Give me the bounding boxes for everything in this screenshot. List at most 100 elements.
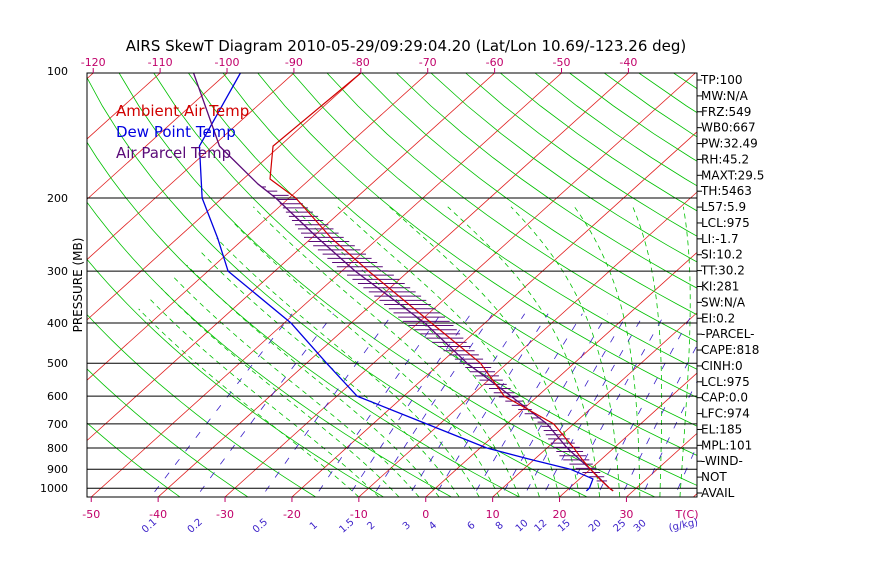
top-temperature-tick-label: -40	[619, 56, 637, 69]
isotherm-line	[87, 73, 362, 321]
dry-adiabat-line	[87, 368, 249, 497]
pressure-tick-label: 400	[47, 317, 68, 330]
bottom-temperature-tick-label: 0	[422, 508, 429, 521]
mixing-ratio-line	[500, 313, 608, 497]
pressure-tick-label: 800	[47, 442, 68, 455]
mixing-ratio-label: 4	[427, 520, 439, 532]
moist-adiabat-line	[200, 251, 460, 497]
index-item: FRZ:549	[701, 105, 751, 119]
mixing-ratio-label: 0.2	[186, 517, 205, 536]
index-item: RH:45.2	[701, 152, 749, 166]
top-temperature-tick-label: -80	[352, 56, 370, 69]
index-item: WB0:667	[701, 121, 756, 135]
plot-frame	[86, 72, 698, 498]
index-item: L57:5.9	[701, 200, 746, 214]
isotherm-line	[558, 372, 697, 497]
dry-adiabat-line	[534, 73, 697, 187]
moist-adiabat-line	[510, 206, 621, 497]
isotherm-line	[425, 251, 697, 497]
moist-adiabat-line	[216, 237, 480, 497]
isotherm-line	[358, 191, 697, 497]
mixing-ratio-line	[523, 313, 628, 497]
moist-adiabat-line	[632, 206, 663, 497]
pressure-tick-label: 1000	[40, 482, 68, 495]
moist-adiabat-line	[447, 206, 601, 497]
index-item: MPL:101	[701, 438, 752, 452]
index-item: TT:30.2	[700, 264, 745, 278]
top-temperature-tick-label: -70	[419, 56, 437, 69]
isotherm-line	[87, 73, 496, 442]
moist-adiabat-line	[138, 308, 360, 497]
index-item: SI:10.2	[701, 248, 743, 262]
annotation-layer: -120 -110 -100 -90 -80 -70 -60 -50 -40-50 -40 -30-…	[40, 56, 764, 536]
mixing-ratio-line	[261, 313, 394, 497]
pressure-tick-label: 100	[47, 65, 68, 78]
isotherm-line	[492, 312, 697, 497]
index-item: CINH:0	[701, 359, 743, 373]
isotherm-line	[224, 73, 696, 497]
mixing-ratio-unit: (g/kg)	[668, 517, 699, 534]
moist-adiabat-line	[292, 206, 540, 497]
parcel-profile-line	[192, 73, 614, 492]
index-item: EL:185	[701, 422, 742, 436]
dry-adiabat-line	[87, 201, 453, 497]
isotherm-line	[87, 73, 429, 381]
top-temperature-tick-label: -90	[285, 56, 303, 69]
index-item: LCL:975	[701, 375, 750, 389]
index-item: LFC:974	[701, 407, 750, 421]
mixing-ratio-label: 8	[494, 520, 506, 532]
bottom-temperature-tick-label: -20	[283, 508, 301, 521]
mixing-ratio-label: 30	[632, 518, 649, 535]
pressure-tick-label: 900	[47, 463, 68, 476]
moist-adiabat-line	[337, 206, 560, 497]
index-item: TH:5463	[700, 184, 752, 198]
index-item: LCL:975	[701, 216, 750, 230]
dry-adiabat-line	[326, 73, 697, 343]
dry-adiabat-line	[395, 73, 697, 289]
mixing-ratio-line	[541, 313, 645, 497]
isotherm-line	[625, 432, 697, 497]
mixing-ratio-line	[565, 313, 666, 497]
bottom-temperature-tick-label: -40	[149, 508, 167, 521]
index-item: PW:32.49	[701, 137, 758, 151]
mixing-ratio-label: 12	[533, 518, 550, 535]
index-item: AVAIL	[701, 486, 735, 500]
legend-entry: Dew Point Temp	[116, 123, 236, 141]
dry-adiabat-line	[187, 73, 697, 456]
plot-area	[87, 0, 870, 505]
dry-adiabat-line	[603, 73, 697, 138]
moist-adiabat-line	[679, 206, 691, 497]
dry-adiabat-line	[222, 73, 697, 427]
index-item: NOT	[701, 470, 727, 484]
dry-adiabat-line	[153, 73, 697, 486]
mixing-ratio-label: 6	[466, 520, 478, 532]
bottom-temperature-tick-label: -50	[82, 508, 100, 521]
pressure-tick-label: 300	[47, 265, 68, 278]
index-item: CAPE:818	[701, 343, 759, 357]
mixing-ratio-label: 0.5	[251, 517, 270, 536]
index-item: SW:N/A	[701, 295, 746, 309]
pressure-tick-label: 500	[47, 357, 68, 370]
index-item: -PARCEL-	[701, 327, 755, 341]
top-temperature-tick-label: -110	[148, 56, 173, 69]
dry-adiabat-line	[618, 0, 870, 505]
legend-entry: Air Parcel Temp	[116, 144, 231, 162]
moist-adiabat-line	[253, 206, 520, 497]
mixing-ratio-line	[195, 313, 335, 497]
dry-adiabat-line	[291, 73, 697, 370]
bottom-temperature-tick-label: -30	[216, 508, 234, 521]
mixing-ratio-line	[641, 380, 697, 497]
mixing-ratio-label: 10	[514, 518, 531, 535]
pressure-tick-label: 700	[47, 418, 68, 431]
dry-adiabat-line	[87, 258, 385, 497]
pressure-tick-label: 200	[47, 192, 68, 205]
index-item: TP:100	[700, 73, 743, 87]
moist-adiabat-line	[160, 288, 400, 497]
bottom-temperature-tick-label: -10	[350, 508, 368, 521]
moist-adiabat-line	[389, 206, 581, 497]
index-item: MAXT:29.5	[701, 168, 764, 182]
top-temperature-tick-label: -120	[81, 56, 106, 69]
index-item: KI:281	[701, 280, 739, 294]
dry-adiabat-line	[87, 422, 181, 497]
